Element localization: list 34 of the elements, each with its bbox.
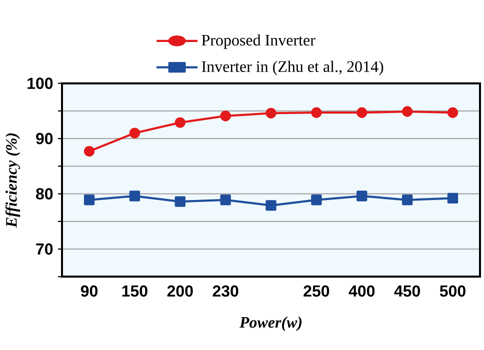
point <box>402 194 413 206</box>
point <box>402 106 413 117</box>
point <box>447 107 458 118</box>
point <box>311 194 322 206</box>
legend-label: Proposed Inverter <box>202 34 316 49</box>
y-tick-label: 90 <box>36 132 53 144</box>
point <box>129 128 140 138</box>
y-tick-label: 70 <box>36 243 53 255</box>
point <box>447 192 458 204</box>
y-tick-label: 80 <box>36 188 53 200</box>
point <box>356 190 368 202</box>
x-tick-label: 90 <box>80 285 98 297</box>
x-tick-label: 200 <box>167 285 193 297</box>
point <box>129 190 140 202</box>
x-axis-title: Power(w) <box>239 316 302 332</box>
x-tick-label: 230 <box>212 285 238 297</box>
x-tick-label: 400 <box>348 285 375 297</box>
x-tick-label: 450 <box>394 285 420 297</box>
x-tick-label: 150 <box>122 285 148 297</box>
point <box>356 107 368 118</box>
x-tick-label: 250 <box>304 285 330 297</box>
y-tick-label: 100 <box>28 78 53 89</box>
point <box>266 200 276 211</box>
point <box>220 194 231 206</box>
x-tick-label: 500 <box>440 285 466 297</box>
point <box>311 107 322 118</box>
legend-label: Inverter in (Zhu et al., 2014) <box>202 60 384 76</box>
point <box>84 146 95 157</box>
point <box>84 194 95 206</box>
point <box>174 117 186 128</box>
point <box>266 108 276 119</box>
y-axis-title: Efficiency (%) <box>5 133 20 228</box>
point <box>220 110 231 122</box>
point <box>174 196 186 207</box>
